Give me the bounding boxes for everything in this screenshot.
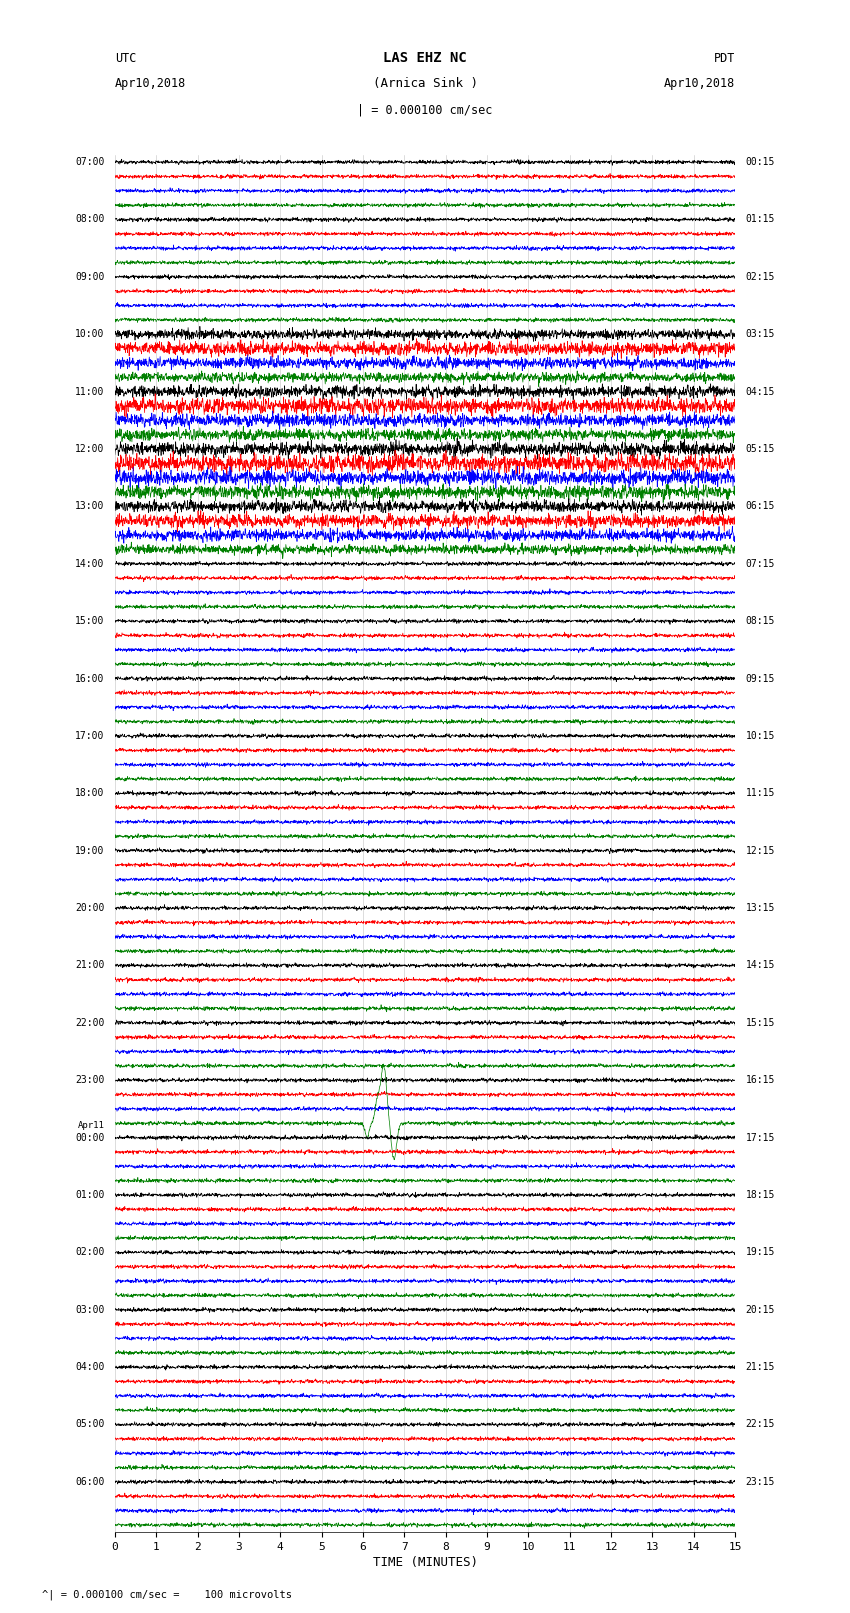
Text: 01:15: 01:15 xyxy=(745,215,775,224)
Text: 08:00: 08:00 xyxy=(75,215,105,224)
Text: 22:00: 22:00 xyxy=(75,1018,105,1027)
Text: 05:00: 05:00 xyxy=(75,1419,105,1429)
Text: 15:00: 15:00 xyxy=(75,616,105,626)
Text: 22:15: 22:15 xyxy=(745,1419,775,1429)
Text: 21:15: 21:15 xyxy=(745,1361,775,1373)
Text: 06:00: 06:00 xyxy=(75,1478,105,1487)
Text: (Arnica Sink ): (Arnica Sink ) xyxy=(372,77,478,90)
Text: 11:15: 11:15 xyxy=(745,789,775,798)
Text: 18:15: 18:15 xyxy=(745,1190,775,1200)
Text: 07:15: 07:15 xyxy=(745,558,775,569)
Text: 08:15: 08:15 xyxy=(745,616,775,626)
Text: 16:00: 16:00 xyxy=(75,674,105,684)
Text: 05:15: 05:15 xyxy=(745,444,775,453)
Text: 13:15: 13:15 xyxy=(745,903,775,913)
Text: 17:15: 17:15 xyxy=(745,1132,775,1142)
Text: 00:15: 00:15 xyxy=(745,156,775,168)
Text: 04:00: 04:00 xyxy=(75,1361,105,1373)
Text: | = 0.000100 cm/sec: | = 0.000100 cm/sec xyxy=(357,103,493,116)
Text: 12:00: 12:00 xyxy=(75,444,105,453)
Text: 11:00: 11:00 xyxy=(75,387,105,397)
Text: 20:15: 20:15 xyxy=(745,1305,775,1315)
Text: 09:00: 09:00 xyxy=(75,273,105,282)
Text: 02:00: 02:00 xyxy=(75,1247,105,1258)
Text: 13:00: 13:00 xyxy=(75,502,105,511)
Text: 23:15: 23:15 xyxy=(745,1478,775,1487)
Text: 03:15: 03:15 xyxy=(745,329,775,339)
Text: Apr10,2018: Apr10,2018 xyxy=(664,77,735,90)
Text: 09:15: 09:15 xyxy=(745,674,775,684)
Text: 01:00: 01:00 xyxy=(75,1190,105,1200)
Text: 00:00: 00:00 xyxy=(75,1132,105,1142)
Text: Apr11: Apr11 xyxy=(77,1121,105,1129)
Text: 12:15: 12:15 xyxy=(745,845,775,855)
Text: 14:00: 14:00 xyxy=(75,558,105,569)
X-axis label: TIME (MINUTES): TIME (MINUTES) xyxy=(372,1557,478,1569)
Text: 14:15: 14:15 xyxy=(745,960,775,971)
Text: 02:15: 02:15 xyxy=(745,273,775,282)
Text: Apr10,2018: Apr10,2018 xyxy=(115,77,186,90)
Text: 10:00: 10:00 xyxy=(75,329,105,339)
Text: 18:00: 18:00 xyxy=(75,789,105,798)
Text: UTC: UTC xyxy=(115,52,136,66)
Text: 17:00: 17:00 xyxy=(75,731,105,740)
Text: 23:00: 23:00 xyxy=(75,1076,105,1086)
Text: 20:00: 20:00 xyxy=(75,903,105,913)
Text: ^| = 0.000100 cm/sec =    100 microvolts: ^| = 0.000100 cm/sec = 100 microvolts xyxy=(42,1589,292,1600)
Text: 16:15: 16:15 xyxy=(745,1076,775,1086)
Text: 19:15: 19:15 xyxy=(745,1247,775,1258)
Text: 04:15: 04:15 xyxy=(745,387,775,397)
Text: 21:00: 21:00 xyxy=(75,960,105,971)
Text: 06:15: 06:15 xyxy=(745,502,775,511)
Text: 15:15: 15:15 xyxy=(745,1018,775,1027)
Text: PDT: PDT xyxy=(714,52,735,66)
Text: LAS EHZ NC: LAS EHZ NC xyxy=(383,52,467,66)
Text: 07:00: 07:00 xyxy=(75,156,105,168)
Text: 03:00: 03:00 xyxy=(75,1305,105,1315)
Text: 19:00: 19:00 xyxy=(75,845,105,855)
Text: 10:15: 10:15 xyxy=(745,731,775,740)
